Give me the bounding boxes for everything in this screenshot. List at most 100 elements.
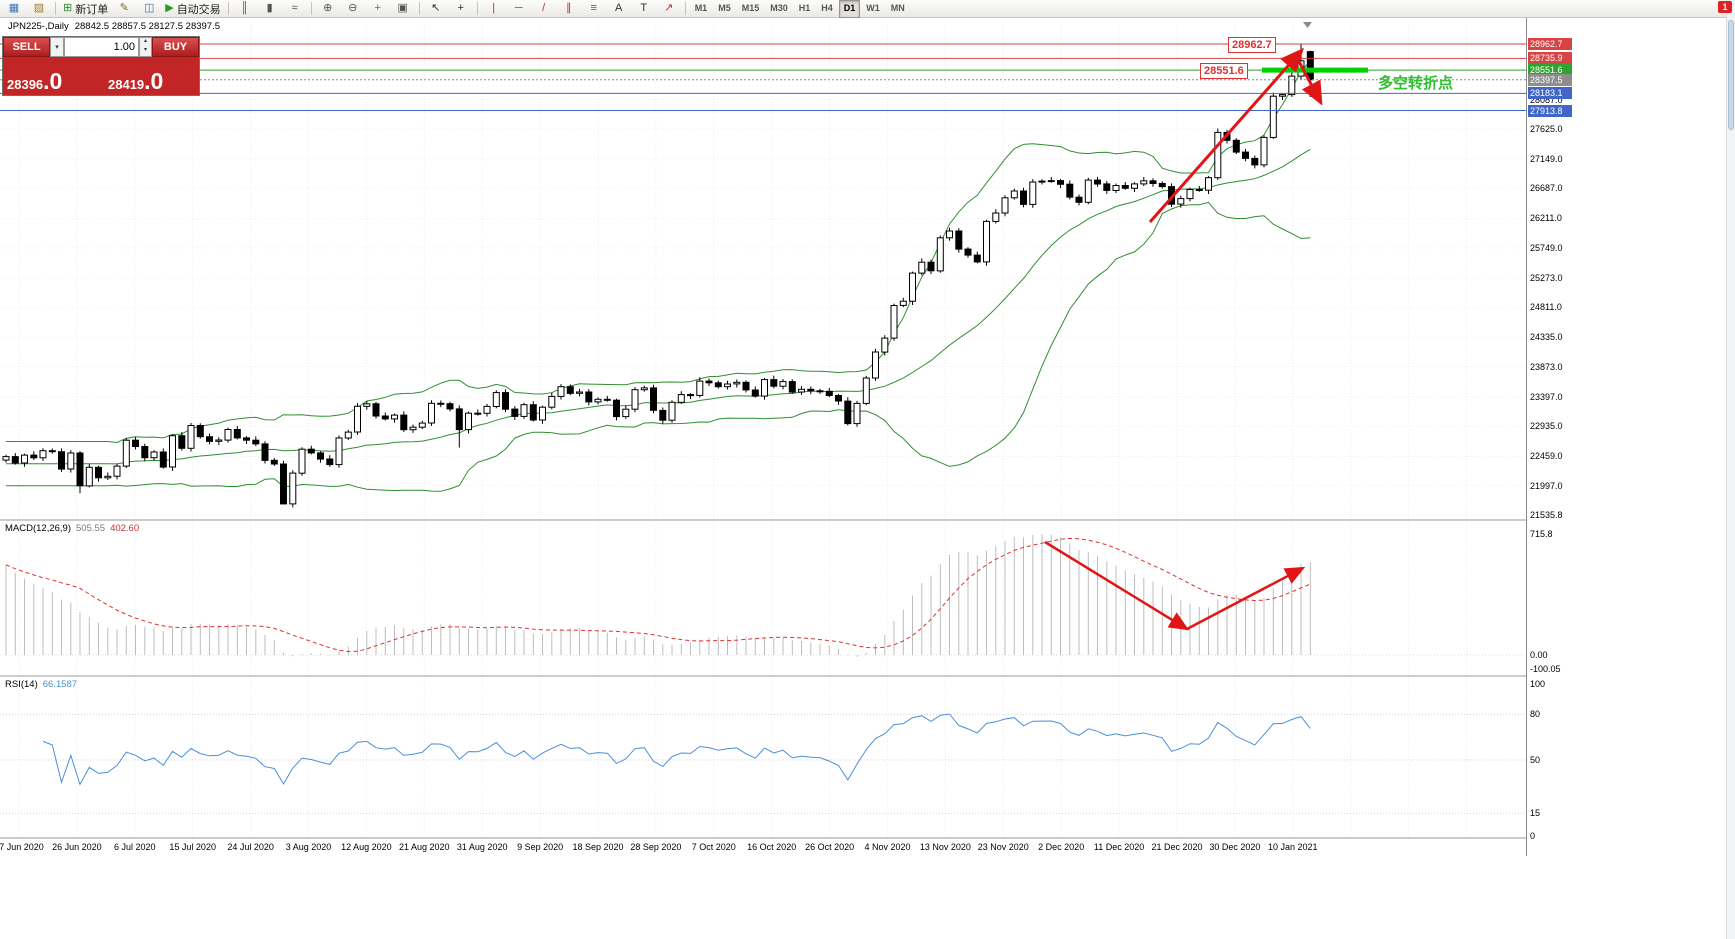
- toolbar-profiles-icon[interactable]: ▨: [27, 0, 51, 18]
- spinner-down-icon[interactable]: ▾: [143, 47, 147, 53]
- buy-price-int: 28419: [108, 77, 145, 92]
- date-label: 17 Jun 2020: [0, 842, 44, 852]
- volume-input[interactable]: 1.00: [64, 37, 139, 57]
- toolbar-fibonacci-icon[interactable]: ≡: [582, 0, 606, 18]
- timeframe-m5[interactable]: M5: [718, 2, 731, 13]
- equidistant-channel-icon: ∥: [565, 2, 572, 14]
- chart-title: JPN225-,Daily 28842.5 28857.5 28127.5 283…: [8, 21, 220, 32]
- scrollbar[interactable]: [1726, 0, 1735, 939]
- buy-price[interactable]: 28419.0: [98, 70, 199, 95]
- toolbar-equidistant-channel-icon[interactable]: ∥: [557, 0, 581, 18]
- templates-icon: ▣: [397, 2, 408, 14]
- timeframe-m30[interactable]: M30: [770, 2, 788, 13]
- toolbar-separator: [227, 2, 229, 15]
- vertical-line-icon: |: [492, 2, 496, 14]
- toolbar-separator: [55, 2, 56, 15]
- date-label: 9 Sep 2020: [517, 842, 564, 852]
- toolbar-indicators-icon[interactable]: +: [366, 0, 390, 18]
- axis-label: 100: [1530, 679, 1546, 689]
- toolbar-cursor-icon[interactable]: ↖: [424, 0, 448, 18]
- fibonacci-icon: ≡: [590, 2, 597, 14]
- macd-name: MACD(12,26,9): [5, 523, 71, 534]
- date-label: 24 Jul 2020: [227, 842, 274, 852]
- buy-button[interactable]: BUY: [152, 37, 199, 57]
- toolbar-templates-icon[interactable]: ▣: [391, 0, 415, 18]
- autotrading-label: 自动交易: [176, 3, 221, 16]
- sell-price-frac: .0: [43, 68, 63, 94]
- metaeditor-icon: ✎: [119, 2, 129, 14]
- scrollbar-thumb[interactable]: [1728, 20, 1734, 130]
- toolbar-new-chart-icon[interactable]: ▦: [2, 0, 26, 18]
- text-label-icon: T: [640, 2, 648, 14]
- horizontal-line-icon: ─: [514, 2, 523, 14]
- sell-price[interactable]: 28396.0: [3, 68, 98, 95]
- date-label: 7 Oct 2020: [691, 842, 736, 852]
- date-label: 2 Dec 2020: [1038, 842, 1085, 852]
- sell-price-int: 28396: [7, 77, 44, 92]
- toolbar-bar-chart-icon[interactable]: ║: [233, 0, 257, 18]
- toolbar-separator: [684, 2, 686, 15]
- toolbar-crosshair-icon[interactable]: +: [449, 0, 473, 18]
- timeframe-d1[interactable]: D1: [838, 0, 861, 18]
- price-axis[interactable]: 28087.0 27625.0 27149.0 26687.0 26211.0 25749…: [1526, 18, 1573, 856]
- date-label: 6 Jul 2020: [114, 842, 156, 852]
- macd-signal-value: 402.60: [110, 523, 140, 534]
- trendline-icon: /: [542, 2, 546, 14]
- toolbar-line-chart-icon[interactable]: ≈: [283, 0, 307, 18]
- toolbar-new-order-button[interactable]: ⊞ 新订单: [60, 0, 111, 18]
- spinner-up-icon[interactable]: ▴: [143, 38, 147, 44]
- price-marker-label: 28735.9: [1528, 52, 1572, 65]
- axis-label: 24335.0: [1530, 332, 1563, 343]
- rsi-value: 66.1587: [42, 679, 78, 690]
- macd-main-value: 505.55: [76, 523, 106, 534]
- toolbar-zoom-in-icon[interactable]: ⊕: [316, 0, 340, 18]
- price-marker-label: 28551.6: [1528, 64, 1572, 77]
- arrows-icon: ↗: [664, 2, 674, 14]
- toolbar-autotrading-button[interactable]: ▶ 自动交易: [162, 0, 223, 18]
- price-marker-label: 28183.1: [1528, 87, 1572, 100]
- toolbar-horizontal-line-icon[interactable]: ─: [507, 0, 531, 18]
- candlestick-chart-icon: ▮: [266, 2, 273, 14]
- axis-label: 0.00: [1530, 650, 1548, 660]
- line-chart-icon: ≈: [291, 2, 298, 14]
- notification-badge[interactable]: 1: [1718, 1, 1732, 13]
- sell-button[interactable]: SELL: [3, 37, 50, 57]
- timeframe-h4[interactable]: H4: [821, 2, 833, 13]
- timeframe-mn[interactable]: MN: [890, 2, 905, 13]
- date-label: 15 Jul 2020: [169, 842, 216, 852]
- price-callout-level: 28551.6: [1200, 63, 1248, 79]
- timeframe-w1[interactable]: W1: [866, 2, 880, 13]
- quote-strip[interactable]: 28396.0 28419.0: [3, 57, 199, 95]
- profiles-icon: ▨: [33, 2, 45, 14]
- toolbar-metaeditor-icon[interactable]: ✎: [112, 0, 136, 18]
- text-icon: A: [615, 2, 623, 14]
- indicators-icon: +: [374, 2, 381, 14]
- toolbar-candlestick-chart-icon[interactable]: ▮: [258, 0, 282, 18]
- timeframe-m1[interactable]: M1: [694, 2, 708, 13]
- toolbar-zoom-out-icon[interactable]: ⊖: [341, 0, 365, 18]
- cursor-icon: ↖: [431, 2, 441, 14]
- toolbar-vertical-line-icon[interactable]: |: [482, 0, 506, 18]
- market-watch-icon: ◫: [144, 2, 155, 14]
- ohlc-values: 28842.5 28857.5 28127.5 28397.5: [74, 21, 220, 32]
- toolbar-text-icon[interactable]: A: [607, 0, 631, 18]
- toolbar-arrows-icon[interactable]: ↗: [657, 0, 681, 18]
- axis-label: 27149.0: [1530, 154, 1563, 164]
- date-label: 30 Dec 2020: [1209, 842, 1261, 852]
- date-label: 26 Jun 2020: [52, 842, 102, 852]
- time-axis[interactable]: 17 Jun 2020 26 Jun 2020 6 Jul 2020 15 Jul 2…: [0, 840, 1526, 855]
- timeframe-m15[interactable]: M15: [741, 2, 760, 13]
- toolbar-trendline-icon[interactable]: /: [532, 0, 556, 18]
- toolbar-separator: [476, 2, 478, 15]
- new-order-icon: ⊞: [63, 2, 73, 14]
- toolbar-text-label-icon[interactable]: T: [632, 0, 656, 18]
- autotrading-icon: ▶: [165, 2, 174, 14]
- volume-dropdown-button[interactable]: ▾: [50, 37, 64, 57]
- toolbar-market-watch-icon[interactable]: ◫: [137, 0, 161, 18]
- macd-label: MACD(12,26,9) 505.55 402.60: [5, 523, 139, 534]
- axis-label: 22459.0: [1530, 451, 1563, 462]
- volume-stepper[interactable]: ▴ ▾: [139, 37, 152, 57]
- date-label: 13 Nov 2020: [919, 842, 971, 852]
- timeframe-h1[interactable]: H1: [798, 2, 811, 13]
